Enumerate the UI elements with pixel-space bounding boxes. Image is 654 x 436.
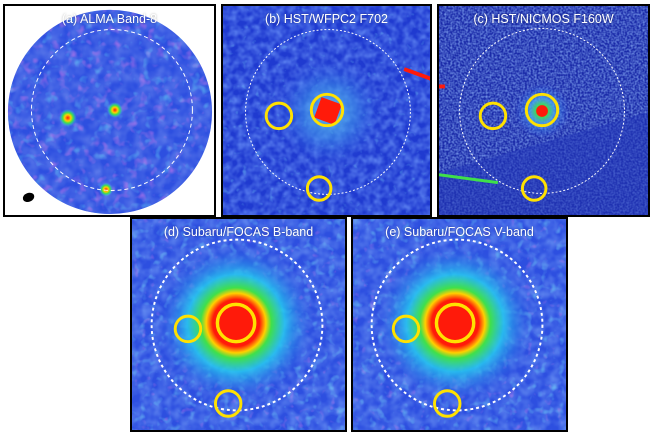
alma-source-3 bbox=[99, 182, 113, 197]
aperture-dashed-circle bbox=[245, 29, 411, 195]
aperture-circle-center bbox=[309, 92, 345, 128]
beam-ellipse bbox=[22, 192, 35, 202]
alma-image bbox=[7, 9, 213, 215]
panel-hst-wfpc2-f702: (b) HST/WFPC2 F702 bbox=[221, 4, 432, 217]
alma-source-1 bbox=[58, 109, 77, 127]
alma-source-2 bbox=[107, 102, 123, 118]
aperture-circle-center bbox=[524, 92, 560, 128]
subaru-b-image bbox=[132, 219, 345, 430]
nicmos-image bbox=[439, 6, 648, 215]
aperture-circle-center bbox=[434, 302, 476, 344]
panel-subaru-focas-v-band: (e) Subaru/FOCAS V-band bbox=[351, 217, 568, 432]
aperture-circle-bottom bbox=[520, 175, 548, 202]
aperture-dashed-circle bbox=[459, 28, 625, 194]
panel-hst-nicmos-f160w: (c) HST/NICMOS F160W bbox=[437, 4, 650, 217]
panel-alma-band8: (a) ALMA Band-8 bbox=[3, 4, 216, 217]
aperture-circle-left bbox=[264, 101, 294, 131]
aperture-circle-bottom bbox=[213, 389, 243, 418]
aperture-circle-left bbox=[478, 101, 508, 131]
panel-subaru-focas-b-band: (d) Subaru/FOCAS B-band bbox=[130, 217, 347, 432]
aperture-circle-center bbox=[215, 302, 257, 344]
galaxy-core bbox=[314, 97, 342, 125]
subaru-v-image bbox=[353, 219, 566, 430]
galaxy-core bbox=[536, 105, 548, 117]
aperture-dashed-circle bbox=[31, 29, 193, 191]
aperture-circle-bottom bbox=[305, 175, 333, 202]
wfpc2-image bbox=[223, 6, 430, 215]
aperture-circle-bottom bbox=[433, 389, 462, 418]
aperture-circle-left bbox=[173, 314, 203, 344]
aperture-circle-left bbox=[391, 314, 421, 344]
